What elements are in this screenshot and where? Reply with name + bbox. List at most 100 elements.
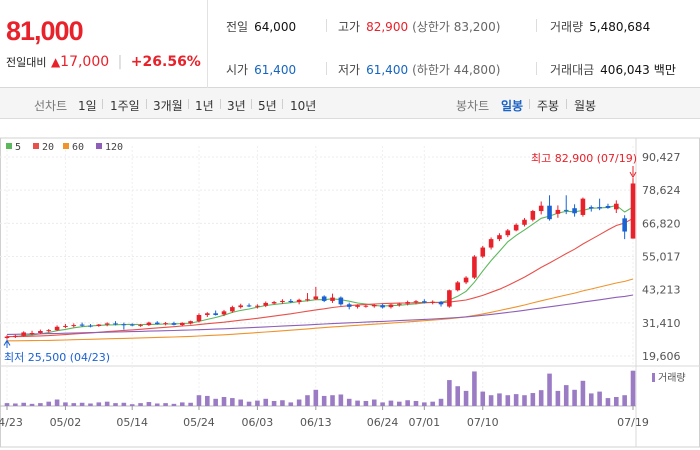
volume-bar [296, 399, 302, 406]
period-3y-button[interactable]: 3년 [227, 99, 246, 113]
volume-bar [321, 395, 327, 406]
ma60-line [7, 278, 634, 342]
volume-bar [263, 398, 269, 406]
volume-bar [138, 403, 143, 406]
divider [536, 19, 537, 32]
candle-body [188, 321, 193, 324]
volume-bar [238, 399, 244, 406]
period-1d-button[interactable]: 1일 [78, 99, 97, 113]
volume-bar [121, 402, 127, 406]
volume-bar [580, 380, 586, 406]
change-percent: +26.56% [130, 54, 201, 70]
period-10y-button[interactable]: 10년 [290, 99, 317, 113]
change-divider: | [117, 54, 123, 70]
candle-body [380, 305, 385, 308]
volume-bar [630, 370, 636, 406]
candle-body [255, 305, 260, 307]
volume-bar [188, 402, 193, 406]
volume-bar [255, 400, 260, 406]
stat-prev-close: 전일 64,000 [226, 20, 297, 34]
quote-header: 81,000 전일대비 ▲17,000 | +26.56% 전일 64,000 고… [0, 0, 700, 88]
candle-body [179, 322, 185, 326]
candle-body [472, 256, 477, 278]
volume-bar [472, 371, 477, 406]
divider [326, 62, 327, 75]
volume-bar [330, 395, 335, 406]
volume-bar [4, 403, 10, 406]
volume-bar [480, 391, 486, 406]
volume-bar [614, 397, 619, 406]
candle-body [330, 297, 335, 301]
candle-body [605, 205, 611, 208]
volume-bar [380, 402, 385, 406]
candle-body [46, 330, 52, 332]
volume-bar [413, 400, 419, 406]
volume-bar [572, 389, 577, 406]
stat-open: 시가 61,400 [226, 63, 297, 77]
ma120-line [6, 294, 634, 335]
volume-bar [171, 403, 177, 406]
candle-chart-label: 봉차트 [456, 99, 490, 113]
x-tick-label: 06/13 [300, 416, 332, 429]
ma20-line [7, 217, 634, 338]
candle-daily-button[interactable]: 일봉 [501, 99, 524, 113]
down-arrow-icon [629, 171, 637, 179]
candle-body [230, 307, 235, 312]
candle-body [622, 218, 627, 232]
candle-body [238, 305, 244, 308]
up-arrow-icon: ▲ [50, 55, 61, 69]
candle-body [129, 324, 135, 326]
volume-bar [430, 401, 435, 406]
volume-bar [588, 393, 594, 406]
volume-bar [388, 400, 394, 406]
volume-bar [547, 373, 552, 406]
candle-body [213, 313, 218, 315]
volume-bar [38, 403, 43, 406]
legend-swatch [6, 143, 12, 149]
change-value: 17,000 [60, 54, 110, 70]
candle-body [522, 219, 527, 225]
volume-bar [280, 400, 285, 406]
candle-body [413, 301, 419, 303]
candle-body [447, 290, 452, 307]
volume-bar [13, 403, 18, 406]
y-tick-label: 31,410 [642, 317, 681, 330]
period-5y-button[interactable]: 5년 [258, 99, 277, 113]
volume-bar [363, 400, 369, 406]
period-1w-button[interactable]: 1주일 [110, 99, 140, 113]
candle-monthly-button[interactable]: 월봉 [574, 99, 597, 113]
period-3m-button[interactable]: 3개월 [153, 99, 183, 113]
stat-high: 고가 82,900 (상한가 83,200) [338, 20, 501, 34]
volume-bar [522, 395, 527, 406]
volume-bar [338, 394, 344, 406]
line-chart-label: 선차트 [34, 99, 68, 113]
candle-body [221, 311, 227, 315]
high-annotation: 최고 82,900 (07/19) [531, 152, 637, 165]
volume-bar [213, 398, 218, 406]
divider [536, 62, 537, 75]
chart-toolbar: 선차트 1일 1주일 3개월 1년 3년 5년 10년 봉차트 일봉 주봉 월봉 [0, 88, 700, 119]
candle-body [580, 198, 586, 215]
candle-body [71, 325, 77, 327]
volume-legend-swatch [652, 373, 655, 382]
candle-body [321, 296, 327, 301]
period-1y-button[interactable]: 1년 [195, 99, 214, 113]
volume-bar [71, 403, 77, 406]
volume-bar [305, 395, 310, 406]
volume-bar [513, 394, 519, 406]
volume-bar [46, 401, 52, 406]
volume-bar [422, 402, 427, 406]
candle-weekly-button[interactable]: 주봉 [537, 99, 560, 113]
candle-body [396, 303, 402, 305]
candle-body [288, 300, 294, 303]
candle-body [488, 239, 494, 248]
x-tick-label: 04/23 [0, 416, 23, 429]
candle-body [547, 205, 552, 220]
candle-body [597, 207, 602, 209]
x-tick-label: 07/01 [408, 416, 440, 429]
candle-body [13, 335, 18, 337]
candle-body [246, 305, 252, 307]
candle-body [463, 277, 469, 283]
candle-body [146, 322, 152, 326]
candle-body [630, 183, 636, 239]
